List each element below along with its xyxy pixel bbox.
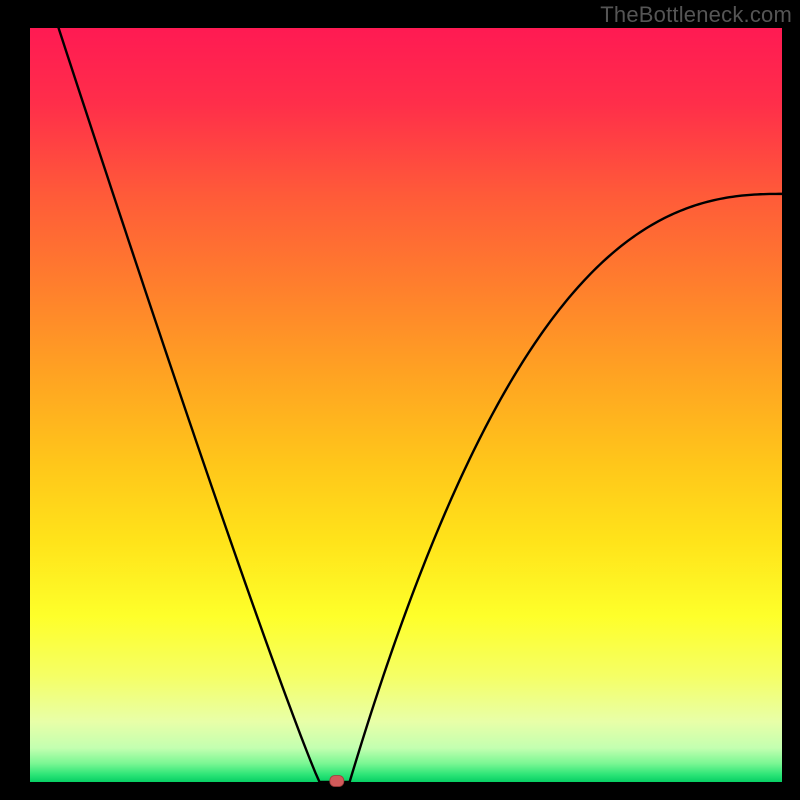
chart-container: TheBottleneck.com bbox=[0, 0, 800, 800]
bottleneck-chart bbox=[0, 0, 800, 800]
watermark-label: TheBottleneck.com bbox=[600, 2, 792, 28]
optimal-marker bbox=[330, 776, 344, 787]
chart-background-gradient bbox=[30, 28, 782, 782]
